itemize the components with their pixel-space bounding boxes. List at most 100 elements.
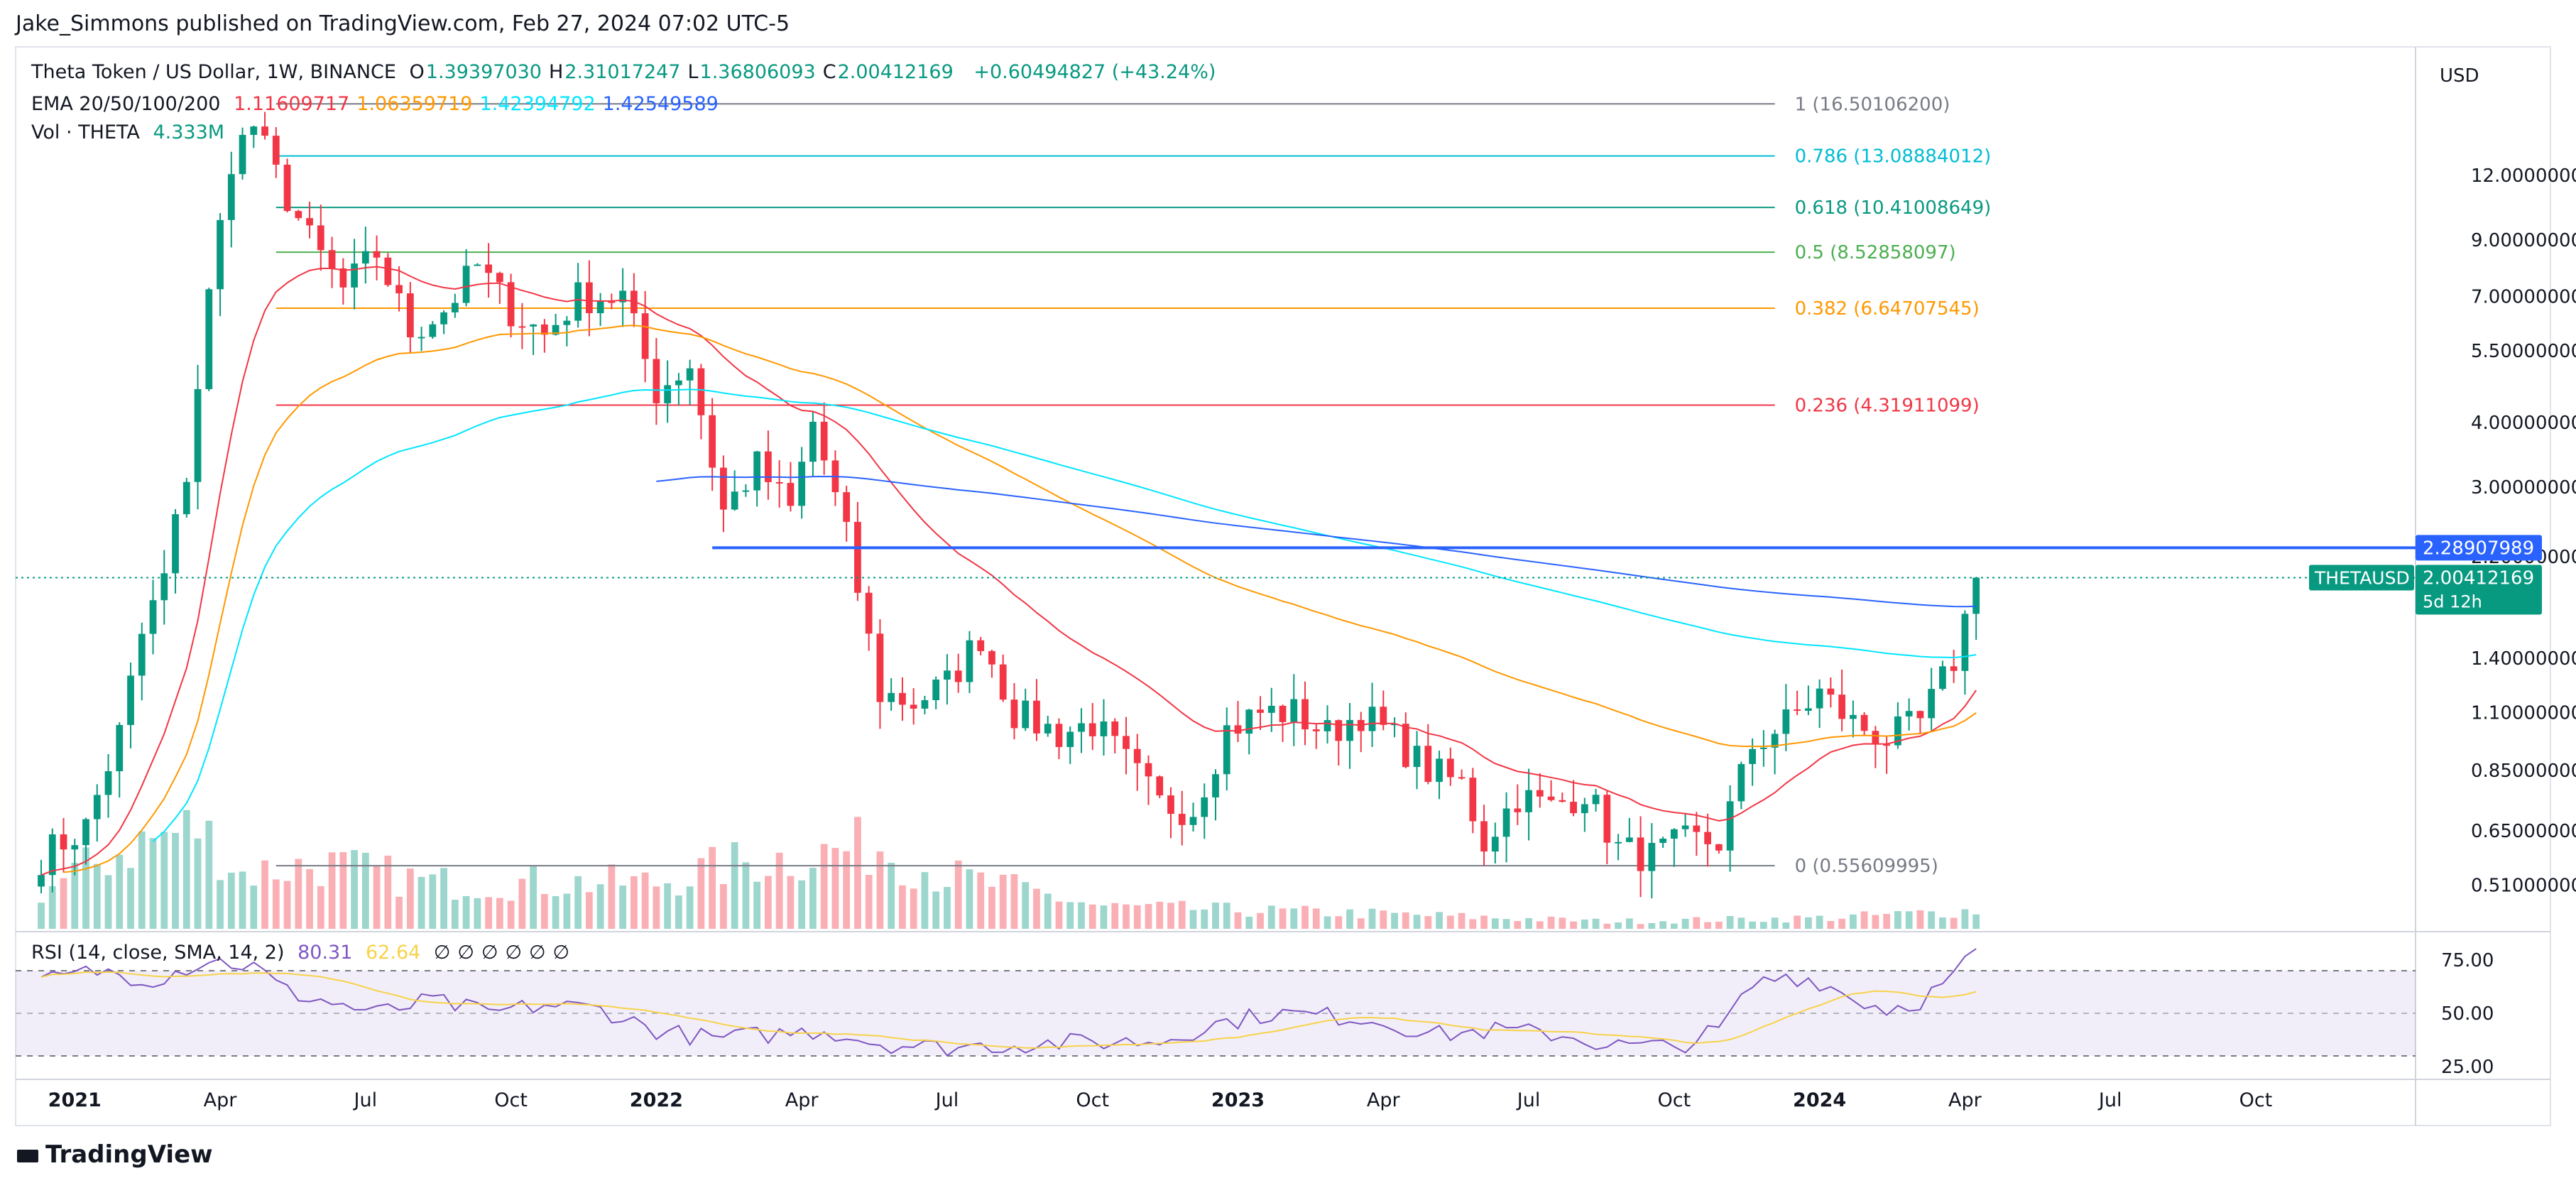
candle-body bbox=[944, 670, 951, 680]
volume-bar bbox=[160, 832, 168, 929]
volume-bar bbox=[709, 846, 716, 929]
volume-bar bbox=[351, 850, 358, 929]
candle-body bbox=[1156, 776, 1164, 796]
candle-body bbox=[1167, 795, 1174, 814]
volume-bar bbox=[1078, 902, 1085, 929]
ema-label[interactable]: EMA 20/50/100/200 bbox=[31, 93, 221, 115]
candle-body bbox=[1380, 707, 1387, 725]
volume-bar bbox=[462, 895, 470, 929]
volume-bar bbox=[1335, 916, 1343, 929]
candle-body bbox=[843, 492, 851, 522]
volume-bar bbox=[138, 831, 146, 929]
ema-line-100 bbox=[152, 388, 1977, 842]
volume-bar bbox=[775, 852, 783, 929]
volume-bar bbox=[93, 863, 101, 929]
volume-bar bbox=[440, 868, 447, 929]
candle-body bbox=[104, 771, 112, 795]
candle-body bbox=[406, 293, 414, 338]
volume-bar bbox=[395, 896, 403, 929]
volume-bar bbox=[1022, 882, 1030, 929]
candle-body bbox=[854, 521, 861, 593]
candle-body bbox=[1312, 729, 1320, 731]
volume-bar bbox=[1357, 918, 1365, 929]
volume-bar bbox=[596, 884, 604, 929]
volume-bar bbox=[854, 817, 861, 929]
candle-body bbox=[540, 324, 548, 335]
candle-body bbox=[1615, 841, 1622, 844]
volume-value: 4.333M bbox=[153, 121, 225, 143]
candle-body bbox=[250, 126, 258, 135]
candle-body bbox=[865, 592, 873, 634]
candle-body bbox=[38, 875, 45, 887]
candle-body bbox=[697, 368, 705, 415]
volume-label[interactable]: Vol · THETA bbox=[31, 121, 140, 143]
candle-body bbox=[172, 514, 179, 574]
candle-body bbox=[798, 462, 806, 506]
currency-selector[interactable]: USD bbox=[2440, 65, 2479, 87]
candle-body bbox=[910, 704, 917, 709]
volume-bar bbox=[149, 838, 157, 929]
volume-bar bbox=[250, 885, 258, 929]
volume-bar bbox=[1436, 912, 1443, 929]
candle-body bbox=[1044, 724, 1052, 734]
volume-bar bbox=[71, 863, 79, 929]
volume-bar bbox=[876, 851, 884, 929]
candle-body bbox=[440, 312, 447, 325]
time-tick-label: Jul bbox=[934, 1089, 959, 1111]
volume-bar bbox=[1950, 917, 1958, 929]
candle-body bbox=[596, 301, 604, 314]
candle-body bbox=[182, 481, 190, 515]
rsi-legend: RSI (14, close, SMA, 14, 2) 80.31 62.64 … bbox=[31, 942, 584, 964]
volume-bar bbox=[1939, 917, 1946, 929]
volume-bar bbox=[675, 895, 682, 929]
brand-name: TradingView bbox=[45, 1140, 213, 1169]
volume-bar bbox=[1615, 922, 1622, 929]
volume-bar bbox=[1804, 917, 1812, 929]
volume-bar bbox=[1245, 916, 1253, 929]
symbol-title[interactable]: Theta Token / US Dollar, 1W, BINANCE bbox=[31, 61, 396, 83]
volume-bar bbox=[585, 892, 593, 929]
volume-bar bbox=[988, 886, 995, 929]
volume-bar bbox=[999, 874, 1007, 929]
candle-body bbox=[507, 282, 515, 327]
volume-bar bbox=[1312, 908, 1320, 929]
candle-body bbox=[417, 337, 425, 339]
volume-bar bbox=[1547, 916, 1555, 929]
volume-bar bbox=[1446, 915, 1454, 929]
volume-bar bbox=[1850, 914, 1857, 929]
candle-body bbox=[563, 320, 571, 325]
candle-body bbox=[664, 385, 672, 403]
candle-body bbox=[530, 324, 537, 327]
volume-bar bbox=[1883, 914, 1891, 929]
candle-body bbox=[1771, 734, 1779, 748]
candle-body bbox=[608, 301, 616, 303]
volume-bar bbox=[1156, 901, 1164, 929]
time-tick-label: 2023 bbox=[1211, 1089, 1265, 1111]
candle-body bbox=[1715, 844, 1723, 851]
fib-label: 0.786 (13.08884012) bbox=[1795, 146, 1992, 168]
volume-bar bbox=[60, 878, 67, 929]
volume-bar bbox=[82, 847, 89, 929]
volume-bar bbox=[116, 854, 124, 929]
volume-bar bbox=[1637, 924, 1644, 929]
candle-body bbox=[1559, 800, 1566, 802]
price-tick-label: 0.51000000 bbox=[2471, 876, 2576, 897]
volume-bar bbox=[765, 876, 772, 929]
candle-body bbox=[328, 250, 336, 269]
candle-body bbox=[619, 290, 627, 303]
candle-body bbox=[272, 136, 280, 165]
volume-bar bbox=[1088, 904, 1096, 929]
candle-body bbox=[306, 218, 313, 226]
candle-body bbox=[1525, 790, 1532, 812]
candle-body bbox=[731, 491, 738, 510]
candle-body bbox=[1759, 747, 1767, 749]
ema-value-1: 1.06359719 bbox=[356, 93, 473, 115]
candle-body bbox=[899, 692, 906, 705]
rsi-label[interactable]: RSI (14, close, SMA, 14, 2) bbox=[31, 942, 285, 964]
ohlc-c-label: C bbox=[822, 61, 836, 83]
candle-body bbox=[820, 421, 828, 461]
candle-body bbox=[1704, 832, 1711, 844]
candle-body bbox=[641, 313, 649, 359]
price-tick-label: 0.65000000 bbox=[2471, 821, 2576, 842]
